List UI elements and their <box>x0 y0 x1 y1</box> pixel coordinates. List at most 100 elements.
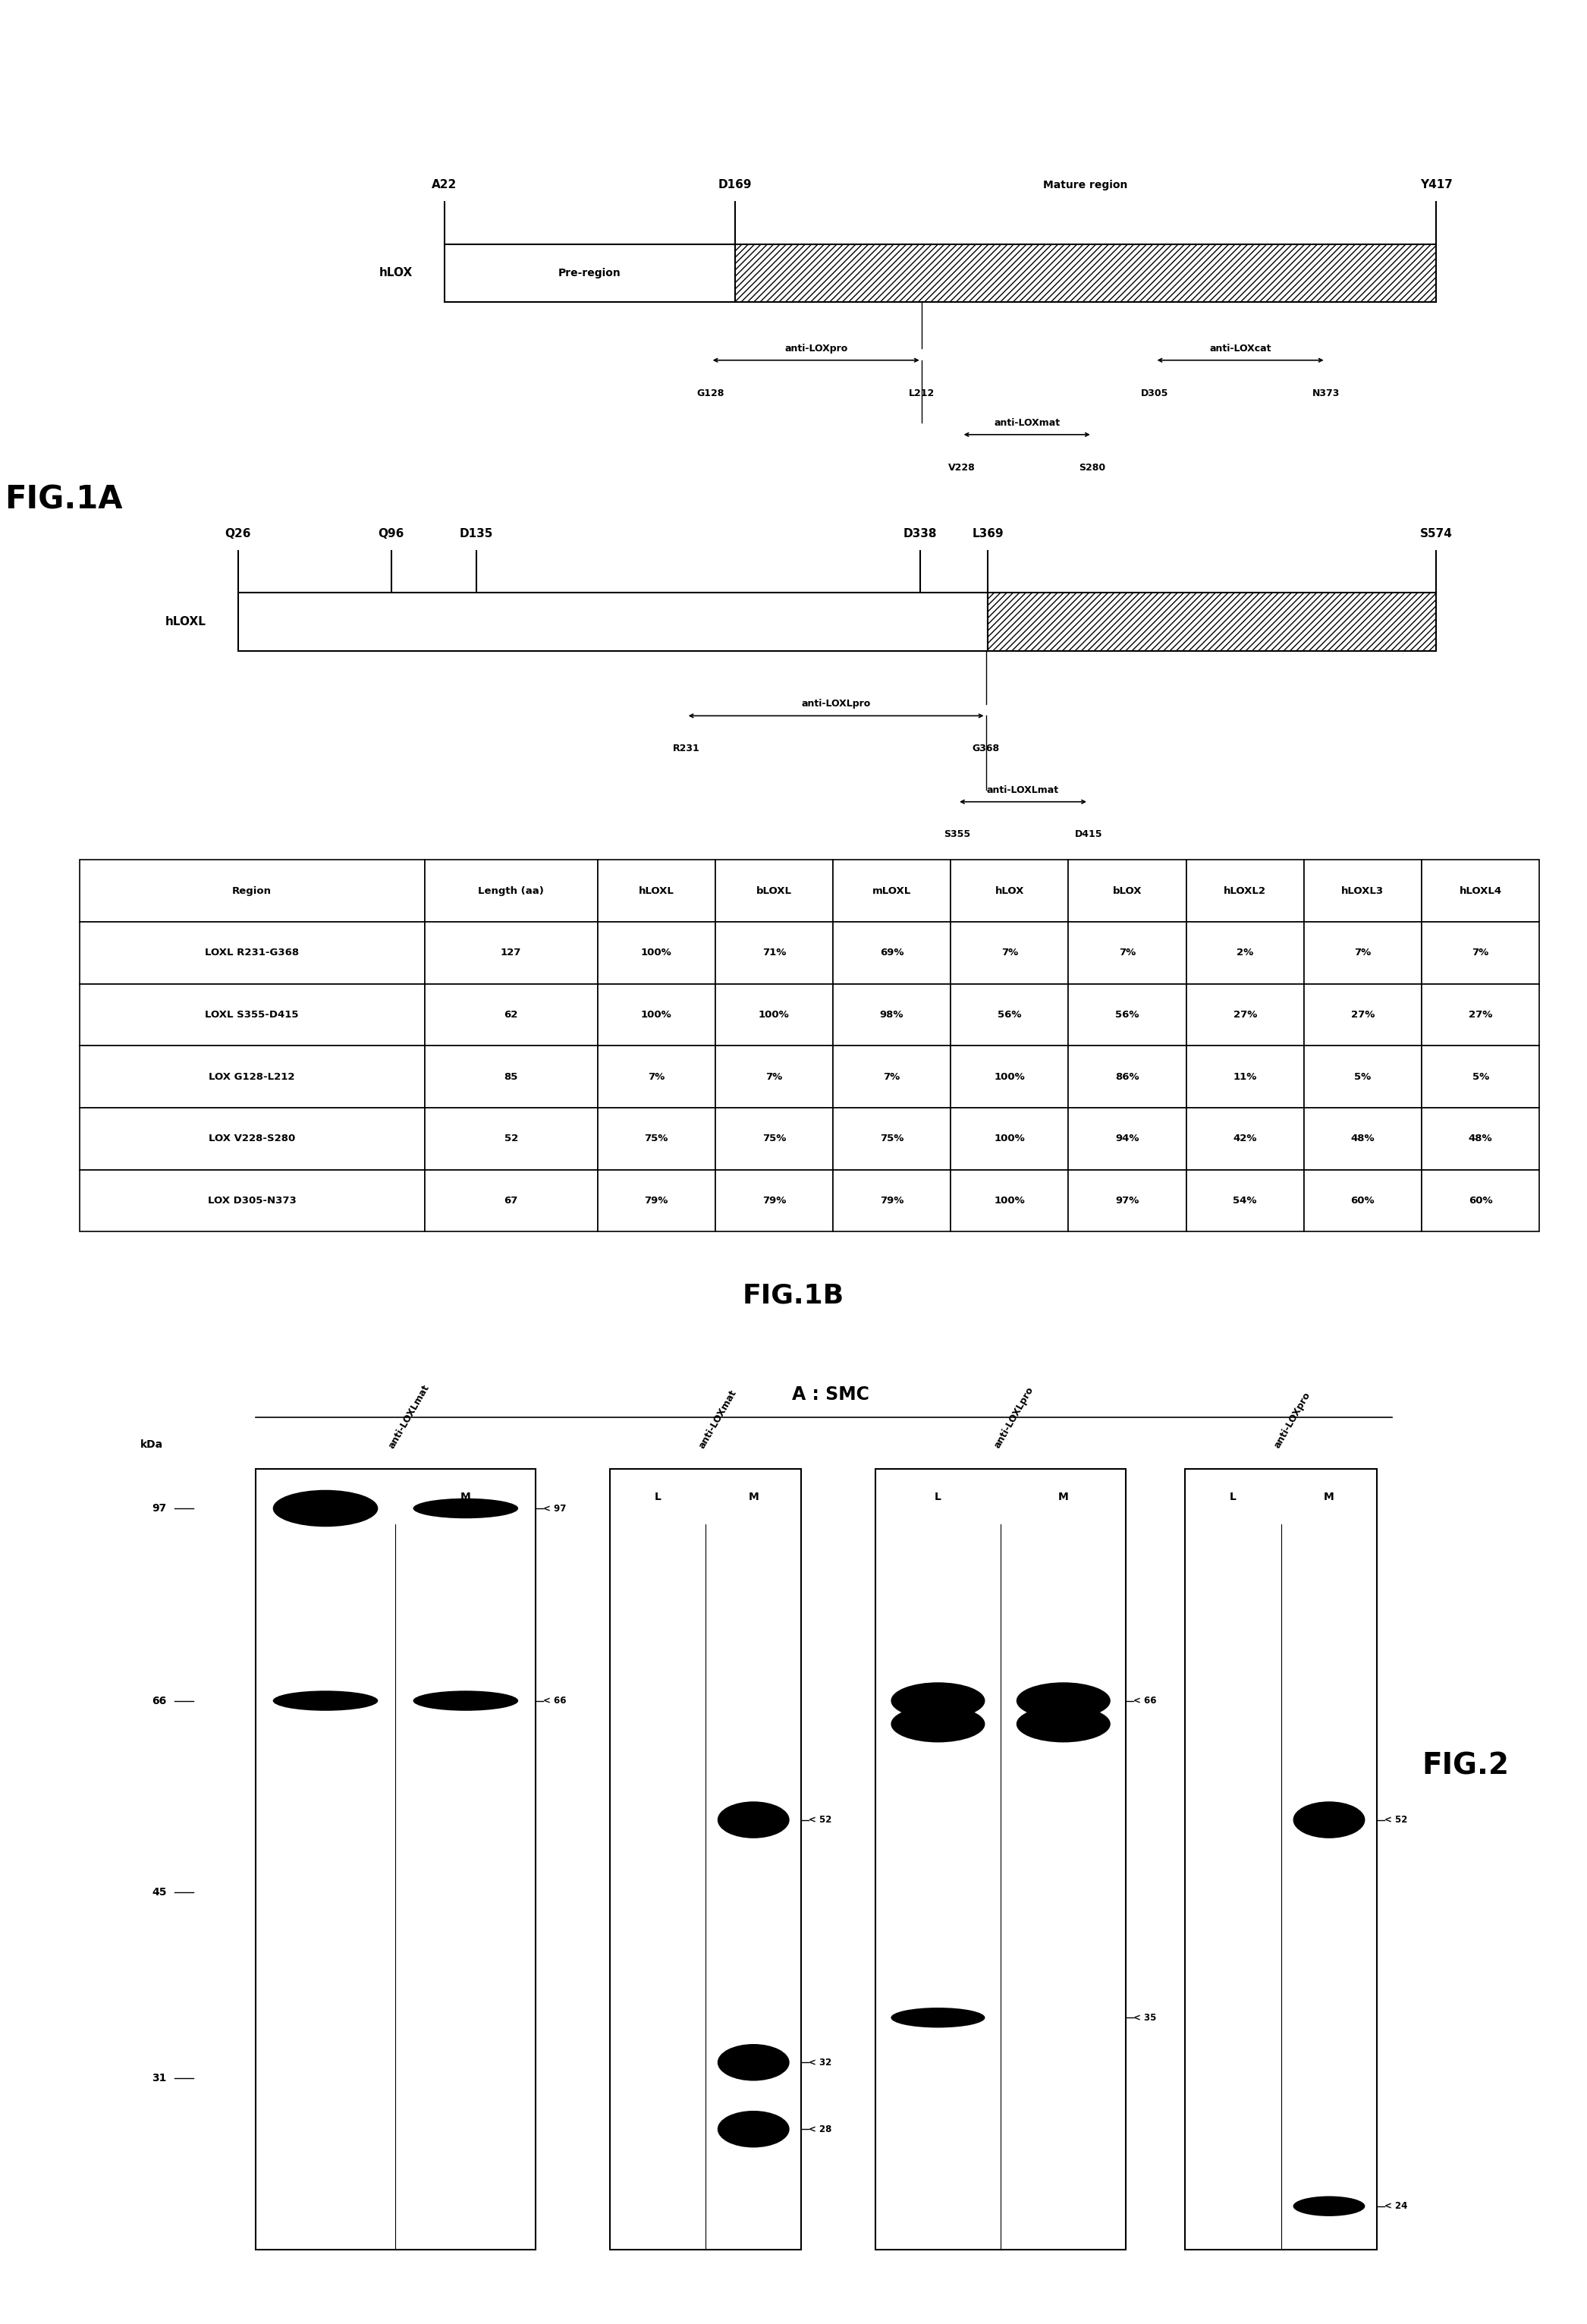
Text: < 52: < 52 <box>809 1815 832 1824</box>
Text: 56%: 56% <box>998 1011 1022 1020</box>
Text: 31: 31 <box>152 2073 167 2085</box>
Text: 127: 127 <box>501 948 522 957</box>
Bar <box>833 860 951 923</box>
Bar <box>425 983 597 1046</box>
Text: 75%: 75% <box>879 1134 903 1143</box>
Bar <box>716 983 833 1046</box>
Text: FIG.1A: FIG.1A <box>5 483 122 516</box>
Bar <box>1305 983 1422 1046</box>
Text: 7%: 7% <box>1354 948 1371 957</box>
Text: 54%: 54% <box>1233 1197 1257 1206</box>
Text: L369: L369 <box>973 528 1005 539</box>
Text: anti-LOXmat: anti-LOXmat <box>697 1387 738 1450</box>
Text: 45: 45 <box>152 1887 167 1896</box>
Text: 98%: 98% <box>879 1011 903 1020</box>
Text: anti-LOXpro: anti-LOXpro <box>1273 1390 1312 1450</box>
Bar <box>989 593 1436 651</box>
Text: hLOXL: hLOXL <box>165 616 206 627</box>
Bar <box>1185 1109 1305 1169</box>
Text: 79%: 79% <box>644 1197 668 1206</box>
Text: N373: N373 <box>1312 388 1339 397</box>
Bar <box>1305 1046 1422 1109</box>
Bar <box>1305 1169 1422 1232</box>
Text: 79%: 79% <box>762 1197 786 1206</box>
Text: < 66: < 66 <box>543 1697 567 1706</box>
Text: A22: A22 <box>432 179 457 191</box>
Text: G128: G128 <box>697 388 724 397</box>
Bar <box>716 1109 833 1169</box>
Text: anti-LOXpro: anti-LOXpro <box>784 344 847 353</box>
Text: Pre-region: Pre-region <box>559 267 621 279</box>
Text: A : SMC: A : SMC <box>792 1385 870 1404</box>
Bar <box>951 1046 1068 1109</box>
Text: D135: D135 <box>460 528 494 539</box>
Text: 100%: 100% <box>759 1011 789 1020</box>
Bar <box>1068 923 1185 983</box>
Text: 7%: 7% <box>1473 948 1489 957</box>
Text: hLOX: hLOX <box>995 885 1024 895</box>
Bar <box>425 923 597 983</box>
Bar <box>1185 983 1305 1046</box>
Text: 56%: 56% <box>1116 1011 1139 1020</box>
Ellipse shape <box>273 1690 378 1710</box>
Text: 75%: 75% <box>644 1134 668 1143</box>
Text: Region: Region <box>232 885 271 895</box>
Bar <box>609 1469 801 2250</box>
Ellipse shape <box>890 2008 986 2029</box>
Text: FIG.2: FIG.2 <box>1422 1752 1509 1780</box>
Bar <box>1185 1169 1305 1232</box>
Text: 7%: 7% <box>884 1071 900 1081</box>
Text: LOX D305-N373: LOX D305-N373 <box>208 1197 297 1206</box>
Bar <box>951 923 1068 983</box>
Text: L: L <box>935 1492 941 1501</box>
Text: D305: D305 <box>1141 388 1168 397</box>
Ellipse shape <box>717 1801 789 1838</box>
Bar <box>1422 923 1539 983</box>
Text: D415: D415 <box>1074 830 1103 839</box>
Bar <box>951 1169 1068 1232</box>
Bar <box>1185 1469 1378 2250</box>
Text: 97: 97 <box>152 1504 167 1513</box>
Bar <box>597 1046 716 1109</box>
Bar <box>833 1109 951 1169</box>
Bar <box>1305 1109 1422 1169</box>
Text: 2%: 2% <box>1236 948 1254 957</box>
Bar <box>1305 860 1422 923</box>
Text: Q26: Q26 <box>225 528 251 539</box>
Bar <box>597 923 716 983</box>
Text: R231: R231 <box>673 744 700 753</box>
Bar <box>79 860 425 923</box>
Text: FIG.1B: FIG.1B <box>743 1283 844 1308</box>
Ellipse shape <box>1016 1706 1111 1743</box>
Text: 85: 85 <box>505 1071 517 1081</box>
Bar <box>597 1169 716 1232</box>
Bar <box>79 1109 425 1169</box>
Text: Q96: Q96 <box>378 528 405 539</box>
Text: 97%: 97% <box>1116 1197 1139 1206</box>
Bar <box>1068 1046 1185 1109</box>
Ellipse shape <box>413 1499 519 1518</box>
Text: anti-LOXLpro: anti-LOXLpro <box>992 1385 1035 1450</box>
Bar <box>597 860 716 923</box>
Text: 75%: 75% <box>762 1134 786 1143</box>
Text: < 52: < 52 <box>1384 1815 1408 1824</box>
Bar <box>425 1046 597 1109</box>
Text: Mature region: Mature region <box>1043 179 1128 191</box>
Ellipse shape <box>717 2045 789 2080</box>
Text: D338: D338 <box>903 528 936 539</box>
Bar <box>1422 860 1539 923</box>
Bar <box>79 1046 425 1109</box>
Text: G368: G368 <box>973 744 1000 753</box>
Bar <box>425 1109 597 1169</box>
Bar <box>951 860 1068 923</box>
Text: anti-LOXLpro: anti-LOXLpro <box>801 700 871 709</box>
Text: L212: L212 <box>908 388 935 397</box>
Ellipse shape <box>717 2110 789 2147</box>
Ellipse shape <box>273 1490 378 1527</box>
Text: M: M <box>460 1492 471 1501</box>
Bar <box>1422 983 1539 1046</box>
Text: hLOXL: hLOXL <box>638 885 674 895</box>
Text: 100%: 100% <box>641 948 671 957</box>
Text: S355: S355 <box>944 830 971 839</box>
Text: hLOXL4: hLOXL4 <box>1458 885 1501 895</box>
